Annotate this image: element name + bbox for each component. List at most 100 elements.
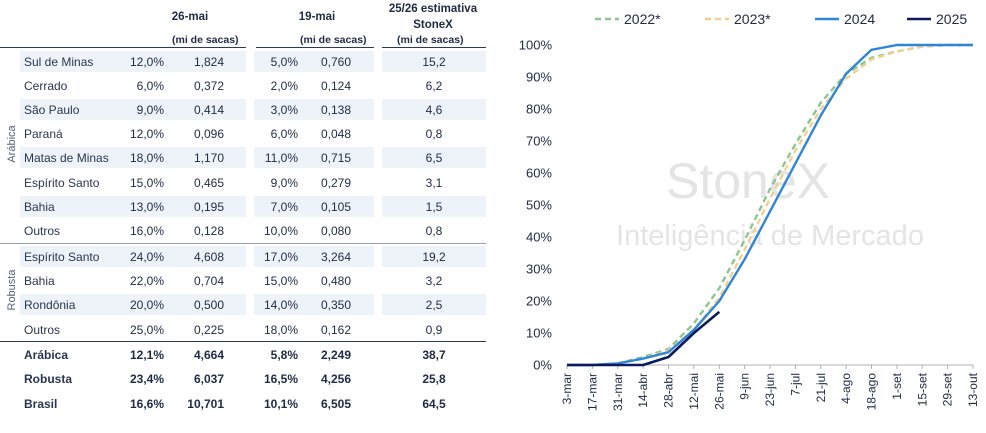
share-week1-cell: 6,0% — [136, 79, 164, 93]
x-tick-label: 13-out — [966, 372, 980, 407]
region-cell: São Paulo — [24, 103, 80, 117]
y-tick-label: 50% — [526, 198, 552, 213]
region-cell: Espírito Santo — [24, 250, 100, 264]
table-row: Espírito Santo 24,0% 4,608 17,0% 3,264 19,2 — [0, 245, 486, 269]
share-week1-cell: 12,0% — [129, 55, 164, 69]
y-tick-label: 20% — [526, 294, 552, 309]
volume-week2-cell: 0,480 — [320, 274, 351, 288]
share-week1-cell: 15,0% — [129, 176, 164, 190]
region-cell: Brasil — [24, 397, 58, 411]
row-shade — [382, 99, 486, 120]
share-week1-cell: 13,0% — [129, 200, 164, 214]
x-tick-label: 9-jun — [738, 373, 752, 400]
y-tick-label: 90% — [526, 70, 552, 85]
volume-week2-cell: 2,249 — [320, 348, 351, 362]
estimate-cell: 6,5 — [425, 151, 443, 165]
estimate-cell: 6,2 — [425, 79, 443, 93]
volume-week1-cell: 0,372 — [193, 79, 224, 93]
region-cell: Sul de Minas — [24, 55, 94, 69]
table-row: Cerrado 6,0% 0,372 2,0% 0,124 6,2 — [0, 74, 486, 98]
volume-week2-cell: 0,715 — [320, 151, 351, 165]
row-shade — [20, 51, 246, 72]
table-row: Matas de Minas 18,0% 1,170 11,0% 0,715 6,5 — [0, 146, 486, 170]
share-week2-cell: 2,0% — [270, 79, 298, 93]
estimate-cell: 64,5 — [422, 397, 446, 411]
x-tick-label: 4-ago — [839, 373, 853, 404]
estimate-cell: 3,1 — [425, 176, 443, 190]
legend-label: 2025 — [936, 11, 967, 27]
volume-week2-cell: 0,162 — [320, 323, 351, 337]
volume-week1-cell: 10,701 — [187, 397, 224, 411]
row-shade — [254, 51, 374, 72]
row-shade — [20, 246, 246, 267]
estimate-cell: 15,2 — [422, 55, 446, 69]
header-week1: 26-mai — [171, 11, 209, 23]
header-week2: 19-mai — [298, 11, 336, 23]
share-week2-cell: 11,0% — [264, 151, 298, 165]
estimate-cell: 25,8 — [422, 372, 446, 386]
share-week1-cell: 9,0% — [136, 103, 164, 117]
share-week2-cell: 17,0% — [263, 250, 298, 264]
series-line-2025 — [567, 310, 721, 367]
estimate-cell: 0,9 — [425, 323, 443, 337]
volume-week2-cell: 0,138 — [320, 103, 351, 117]
share-week1-cell: 18,0% — [129, 151, 164, 165]
row-shade — [254, 147, 374, 168]
estimate-cell: 0,8 — [425, 127, 443, 141]
volume-week1-cell: 6,037 — [193, 372, 224, 386]
y-axis: 0% 10% 20% 30% 40% 50% 60% 70% 80% 90% 100% — [519, 38, 553, 373]
share-week2-cell: 16,5% — [263, 372, 298, 386]
header-rule-3 — [382, 47, 486, 48]
row-shade — [254, 99, 374, 120]
region-cell: Matas de Minas — [24, 151, 109, 165]
series-lines — [567, 43, 973, 367]
row-shade — [20, 196, 246, 217]
volume-week2-cell: 0,048 — [320, 127, 351, 141]
y-tick-label: 40% — [526, 230, 552, 245]
x-tick-label: 14-abr — [636, 373, 650, 408]
group-divider — [0, 243, 486, 244]
x-tick-label: 12-mai — [687, 373, 701, 410]
y-tick-label: 100% — [519, 38, 553, 53]
share-week1-cell: 24,0% — [129, 250, 164, 264]
row-shade — [382, 246, 486, 267]
series-line-2024 — [567, 43, 973, 367]
estimate-cell: 1,5 — [425, 200, 443, 214]
volume-week1-cell: 0,465 — [193, 176, 224, 190]
volume-week1-cell: 1,824 — [193, 55, 224, 69]
unit-week2: (mi de sacas) — [300, 34, 367, 46]
row-shade — [254, 196, 374, 217]
estimate-cell: 2,5 — [425, 298, 443, 312]
volume-week1-cell: 0,195 — [193, 200, 224, 214]
header-rule-2 — [256, 47, 374, 48]
table-row: Outros 16,0% 0,128 10,0% 0,080 0,8 — [0, 219, 486, 243]
x-tick-label: 26-mai — [712, 373, 726, 410]
estimate-cell: 3,2 — [425, 274, 443, 288]
volume-week2-cell: 4,256 — [320, 372, 351, 386]
table-row: São Paulo 9,0% 0,414 3,0% 0,138 4,6 — [0, 98, 486, 122]
volume-week2-cell: 6,505 — [320, 397, 351, 411]
share-week2-cell: 18,0% — [263, 323, 298, 337]
row-shade — [20, 99, 246, 120]
volume-week2-cell: 3,264 — [320, 250, 351, 264]
volume-week1-cell: 0,128 — [193, 224, 224, 238]
volume-week2-cell: 0,279 — [320, 176, 351, 190]
volume-week1-cell: 0,704 — [193, 274, 224, 288]
share-week2-cell: 6,0% — [270, 127, 298, 141]
x-tick-label: 29-set — [941, 372, 955, 406]
legend-label: 2022* — [624, 11, 661, 27]
y-tick-label: 0% — [533, 358, 552, 373]
x-axis: 3-mar 17-mar 31-mar 14-abr 28-abr 12-mai 26-ma… — [560, 365, 980, 411]
share-week2-cell: 5,8% — [270, 348, 298, 362]
table-row: Bahia 22,0% 0,704 15,0% 0,480 3,2 — [0, 269, 486, 293]
table-row: Outros 25,0% 0,225 18,0% 0,162 0,9 — [0, 318, 486, 342]
volume-week2-cell: 0,760 — [320, 55, 351, 69]
harvest-table: 26-mai 19-mai 25/26 estimativa StoneX (m… — [0, 0, 492, 433]
volume-week1-cell: 0,225 — [193, 323, 224, 337]
row-shade — [254, 246, 374, 267]
y-tick-label: 80% — [526, 102, 552, 117]
volume-week1-cell: 4,664 — [193, 348, 224, 362]
row-shade — [382, 147, 486, 168]
share-week1-cell: 12,0% — [129, 127, 164, 141]
region-cell: Bahia — [24, 200, 55, 214]
